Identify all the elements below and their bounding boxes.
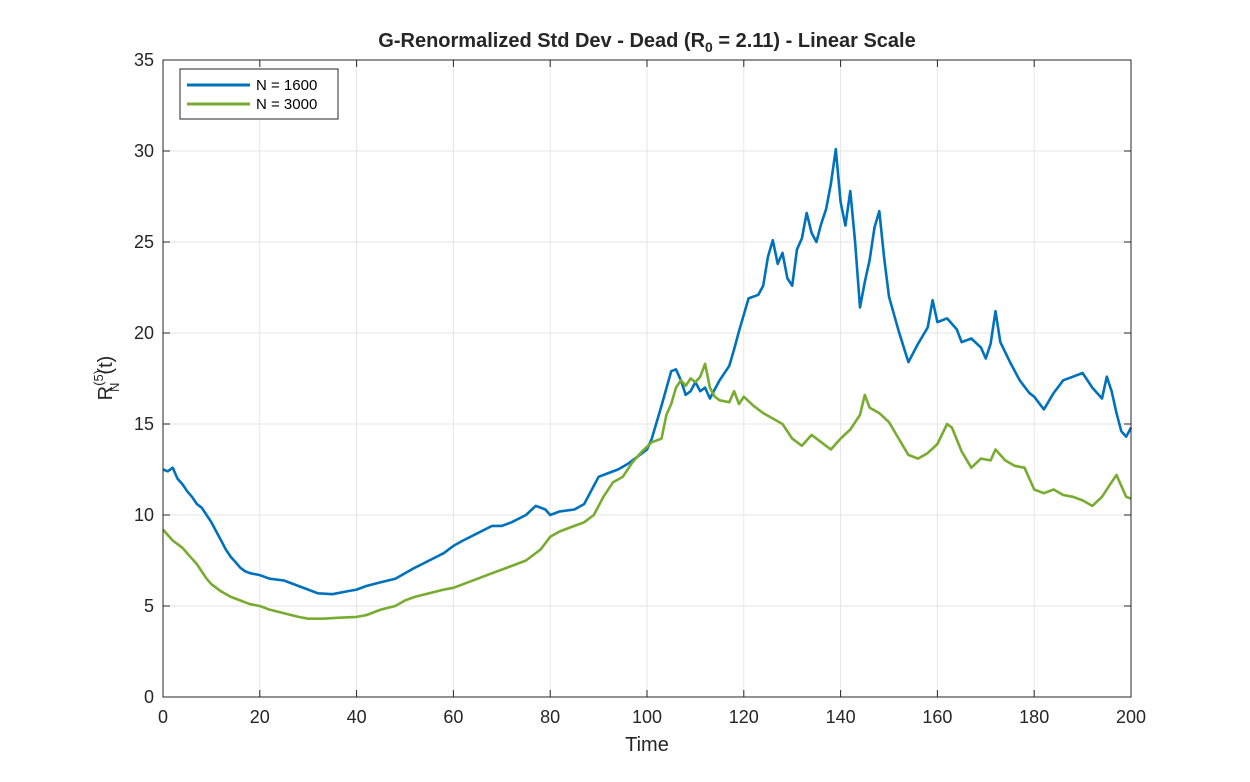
x-tick-label: 180 [1019, 707, 1049, 727]
y-tick-label: 30 [134, 141, 154, 161]
x-tick-label: 40 [347, 707, 367, 727]
ticks: 0 20 40 60 80 100 120 140 160 180 200 0 5 10 15 20 25 30 3… [134, 50, 1146, 727]
y-tick-label: 35 [134, 50, 154, 70]
y-tick-label: 15 [134, 414, 154, 434]
legend-box [179, 68, 339, 120]
legend: N = 1600 N = 3000 [179, 68, 339, 120]
x-tick-label: 20 [250, 707, 270, 727]
x-tick-label: 60 [443, 707, 463, 727]
x-tick-label: 160 [922, 707, 952, 727]
legend-label-n1600: N = 1600 [256, 77, 317, 94]
y-tick-label: 5 [144, 596, 154, 616]
x-tick-label: 0 [158, 707, 168, 727]
series-layer [162, 147, 1133, 620]
x-tick-label: 120 [729, 707, 759, 727]
y-tick-label: 0 [144, 687, 154, 707]
y-tick-label: 10 [134, 505, 154, 525]
x-tick-label: 100 [632, 707, 662, 727]
x-tick-label: 200 [1116, 707, 1146, 727]
x-tick-label: 140 [826, 707, 856, 727]
series-line-n3000 [162, 362, 1132, 620]
x-tick-label: 80 [540, 707, 560, 727]
legend-label-n3000: N = 3000 [256, 96, 317, 113]
series-line-n1600 [162, 147, 1133, 596]
y-tick-label: 25 [134, 232, 154, 252]
x-axis-label: Time [625, 734, 669, 756]
y-axis-label: R(5)N(t) [91, 356, 122, 401]
chart-title: G-Renormalized Std Dev - Dead (R0 = 2.11… [378, 30, 915, 55]
y-tick-label: 20 [134, 323, 154, 343]
